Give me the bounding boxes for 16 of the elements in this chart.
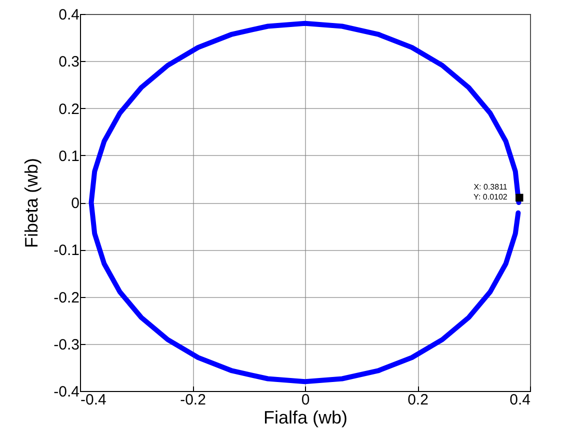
x-tick-label: 0.2: [408, 392, 428, 408]
y-tick-label: -0.3: [54, 336, 80, 354]
annotation: X: 0.3811 Y: 0.0102: [474, 182, 508, 202]
x-tick-label: 0: [301, 392, 310, 408]
x-tick-label: -0.2: [180, 392, 206, 408]
y-axis-title: Fibeta (wb): [22, 158, 42, 248]
x-tick-label: 0.4: [510, 392, 530, 408]
y-tick-label: -0.1: [54, 242, 80, 260]
y-tick-label: 0.1: [58, 148, 80, 165]
y-tick-label: 0: [71, 195, 80, 212]
y-tick-label: -0.2: [54, 289, 80, 306]
x-tick-label: -0.4: [80, 392, 106, 408]
x-axis-title: Fialfa (wb): [263, 408, 348, 428]
y-tick-label: 0.4: [58, 6, 80, 24]
y-tick-label: 0.3: [58, 54, 80, 71]
y-tick-label: 0.2: [58, 100, 80, 118]
